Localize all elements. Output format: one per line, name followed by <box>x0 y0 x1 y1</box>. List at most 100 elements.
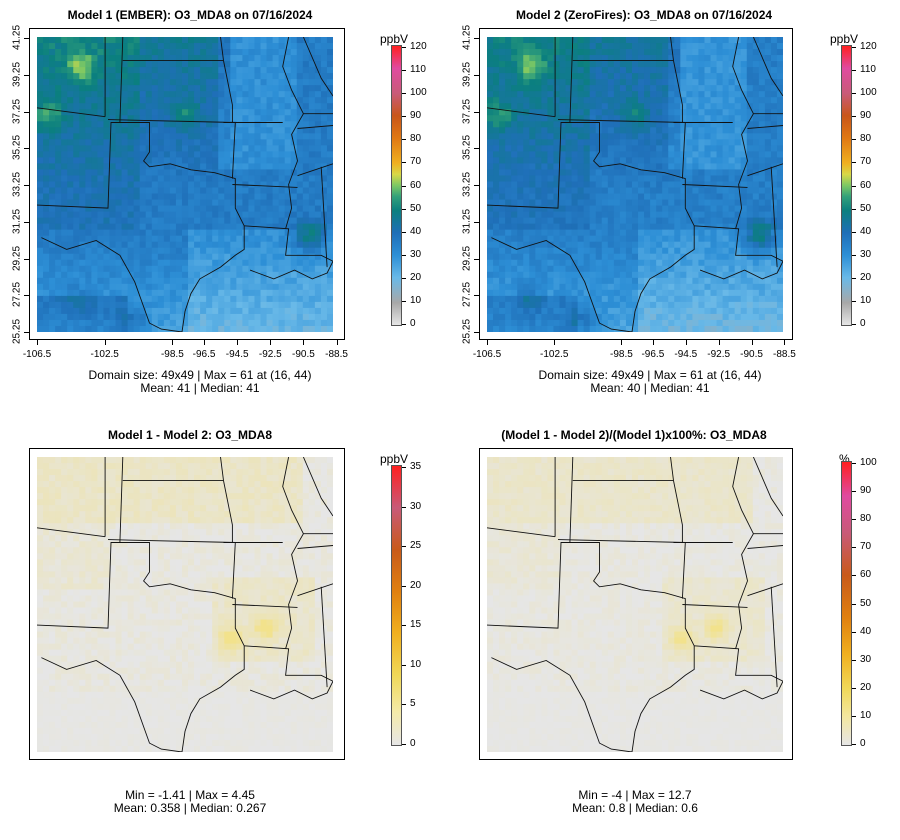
grid-cell <box>133 43 141 50</box>
grid-cell <box>517 127 524 134</box>
grid-cell <box>43 307 50 315</box>
grid-cell <box>740 283 748 291</box>
grid-cell <box>704 325 712 332</box>
grid-cell <box>37 85 44 92</box>
grid-cell <box>37 283 44 291</box>
grid-cell <box>746 73 754 80</box>
grid-cell <box>565 49 573 56</box>
grid-cell <box>175 175 183 183</box>
grid-cell <box>121 79 129 86</box>
colorbar-tick-mark <box>852 47 856 48</box>
grid-cell <box>290 301 298 309</box>
grid-cell <box>553 301 561 309</box>
grid-cell <box>115 43 123 50</box>
grid-cell <box>151 115 159 122</box>
grid-cell <box>67 283 74 291</box>
grid-cell <box>668 211 675 219</box>
grid-cell <box>698 121 706 128</box>
state-border <box>37 122 245 332</box>
grid-cell <box>109 319 117 327</box>
grid-cell <box>242 43 250 50</box>
grid-cell <box>758 121 766 128</box>
grid-cell <box>302 145 310 152</box>
grid-cell <box>559 43 567 50</box>
grid-cell <box>595 319 603 327</box>
grid-cell <box>710 109 718 116</box>
grid-cell <box>589 217 597 225</box>
grid-cell <box>224 85 231 92</box>
grid-cell <box>224 253 231 261</box>
grid-cell <box>728 115 736 122</box>
grid-cell <box>175 319 183 327</box>
grid-cell <box>206 313 213 321</box>
panel2-map <box>487 37 783 332</box>
grid-cell <box>49 319 56 327</box>
grid-cell <box>91 181 99 189</box>
grid-cell <box>734 127 742 134</box>
grid-cell <box>194 61 201 68</box>
grid-cell <box>674 199 681 207</box>
lat-tick-label: 31.25 <box>461 208 473 234</box>
grid-cell <box>278 235 286 243</box>
grid-cell <box>644 283 651 291</box>
grid-cell <box>145 265 153 273</box>
grid-cell <box>517 73 524 80</box>
grid-cell <box>487 85 494 92</box>
grid-cell <box>200 37 207 44</box>
grid-cell <box>746 169 754 177</box>
grid-cell <box>535 85 542 92</box>
grid-cell <box>686 109 693 116</box>
grid-cell <box>248 301 256 309</box>
grid-cell <box>260 121 268 128</box>
grid-cell <box>55 121 62 128</box>
grid-cell <box>638 301 645 309</box>
grid-cell <box>517 103 524 110</box>
grid-cell <box>631 313 639 321</box>
grid-cell <box>320 259 328 267</box>
grid-cell <box>326 85 333 92</box>
grid-cell <box>547 157 555 165</box>
grid-cell <box>236 103 243 110</box>
grid-cell <box>73 277 80 285</box>
grid-cell <box>188 307 195 315</box>
grid-cell <box>710 307 718 315</box>
grid-cell <box>181 217 189 225</box>
grid-cell <box>194 157 201 165</box>
grid-cell <box>511 307 518 315</box>
grid-cell <box>290 235 298 243</box>
grid-cell <box>121 139 129 146</box>
grid-cell <box>157 247 165 255</box>
grid-cell <box>109 55 117 62</box>
grid-cell <box>91 139 99 146</box>
grid-cell <box>218 175 225 183</box>
grid-cell <box>254 145 262 152</box>
grid-cell <box>127 253 135 261</box>
grid-cell <box>692 121 700 128</box>
grid-cell <box>662 211 669 219</box>
grid-cell <box>139 265 147 273</box>
grid-cell <box>698 61 706 68</box>
grid-cell <box>163 49 171 56</box>
lat-tick-mark <box>474 111 479 113</box>
grid-cell <box>200 271 207 279</box>
grid-cell <box>758 283 766 291</box>
grid-cell <box>284 157 292 165</box>
grid-cell <box>254 61 262 68</box>
grid-cell <box>248 313 256 321</box>
grid-cell <box>698 223 706 231</box>
grid-cell <box>230 199 237 207</box>
grid-cell <box>523 307 530 315</box>
grid-cell <box>133 121 141 128</box>
grid-cell <box>547 43 555 50</box>
grid-cell <box>656 79 663 86</box>
grid-cell <box>169 283 177 291</box>
grid-cell <box>85 181 92 189</box>
grid-cell <box>535 61 542 68</box>
grid-cell <box>206 103 213 110</box>
grid-cell <box>752 319 760 327</box>
grid-cell <box>553 37 561 44</box>
grid-cell <box>776 307 783 315</box>
grid-cell <box>547 133 555 140</box>
grid-cell <box>242 91 250 98</box>
grid-cell <box>650 205 657 213</box>
